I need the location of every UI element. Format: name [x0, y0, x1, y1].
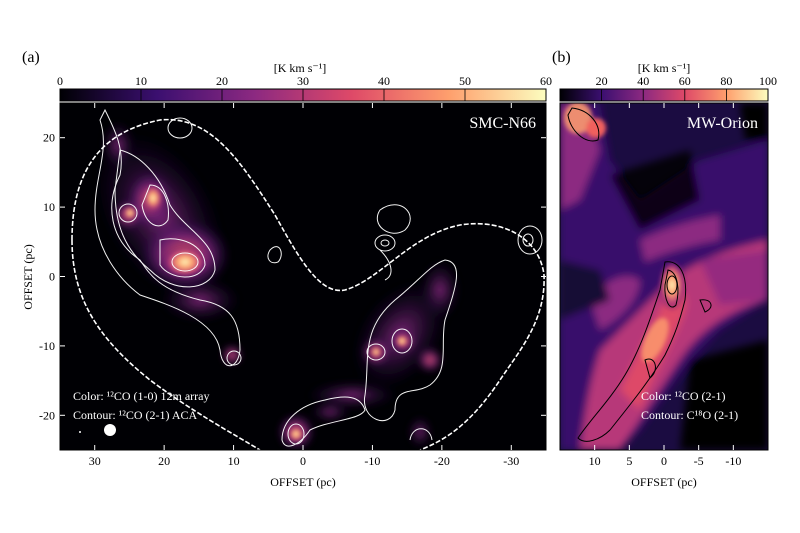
panel-a-map [60, 103, 546, 450]
panel-a-title: SMC-N66 [469, 115, 536, 132]
colorbar-a-tick-label: 60 [540, 74, 552, 88]
colorbar-a-tick-label: 20 [216, 74, 228, 88]
panel-a-ytick-label: 10 [43, 200, 55, 214]
colorbar-b: 20 40 60 80 100 [559, 74, 777, 102]
panel-a-xtick-label: -20 [434, 454, 450, 468]
colorbar-a-tick-label: 50 [459, 74, 471, 88]
panel-a-xtick-label: 10 [228, 454, 240, 468]
panel-a-xtick-label: 0 [300, 454, 306, 468]
panel-a-ytick-label: -20 [39, 408, 55, 422]
colorbar-a-tick-label: 30 [297, 74, 309, 88]
colorbar-a-tick-label: 10 [135, 74, 147, 88]
colorbar-a-tick-label: 0 [57, 74, 63, 88]
panel-a-xtick-label: 20 [158, 454, 170, 468]
colorbar-a-tick-label: 40 [378, 74, 390, 88]
panel-a-ytick-label: 20 [43, 131, 55, 145]
panel-a-xlabel: OFFSET (pc) [270, 475, 335, 489]
panel-b-xtick-label: -5 [694, 454, 704, 468]
panel-b-axes: 10 5 0 -5 -10 [589, 103, 741, 468]
panel-b-xtick-label: 10 [589, 454, 601, 468]
panel-b-label: (b) [552, 49, 571, 66]
panel-a-ytick-label: -10 [39, 339, 55, 353]
panel-a-xtick-label: -10 [364, 454, 380, 468]
panel-a-ylabel: OFFSET (pc) [21, 244, 35, 309]
colorbar-a: 0 10 20 30 40 50 60 [57, 74, 552, 102]
panel-a-axes: 30 20 10 0 -10 -20 -30 20 10 0 -10 -20 [39, 103, 546, 468]
panel-a-ytick-label: 0 [49, 270, 55, 284]
colorbar-b-tick-label: 20 [596, 74, 608, 88]
panel-b-title: MW-Orion [687, 115, 758, 132]
panel-b-xtick-label: 0 [661, 454, 667, 468]
panel-a-xtick-label: 30 [89, 454, 101, 468]
colorbar-b-unit: [K km s⁻¹] [638, 61, 691, 75]
panel-b-map [560, 103, 768, 450]
panel-a-legend-color: Color: ¹²CO (1-0) 12m array [73, 389, 210, 403]
panel-b-legend-contour: Contour: C¹⁸O (2-1) [641, 408, 738, 422]
colorbar-b-tick-label: 60 [679, 74, 691, 88]
panel-b-xlabel: OFFSET (pc) [631, 475, 696, 489]
panel-b-xtick-label: 5 [626, 454, 632, 468]
panel-a-label: (a) [22, 49, 40, 66]
panel-b-legend-color: Color: ¹²CO (2-1) [641, 389, 726, 403]
colorbar-a-unit: [K km s⁻¹] [274, 61, 327, 75]
panel-a-legend-contour: Contour: ¹²CO (2-1) ACA [73, 408, 198, 422]
colorbar-b-tick-label: 100 [759, 74, 777, 88]
panel-b-xtick-label: -10 [725, 454, 741, 468]
colorbar-b-tick-label: 40 [637, 74, 649, 88]
beam-marker [104, 424, 116, 436]
panel-a-xtick-label: -30 [503, 454, 519, 468]
colorbar-b-tick-label: 80 [720, 74, 732, 88]
